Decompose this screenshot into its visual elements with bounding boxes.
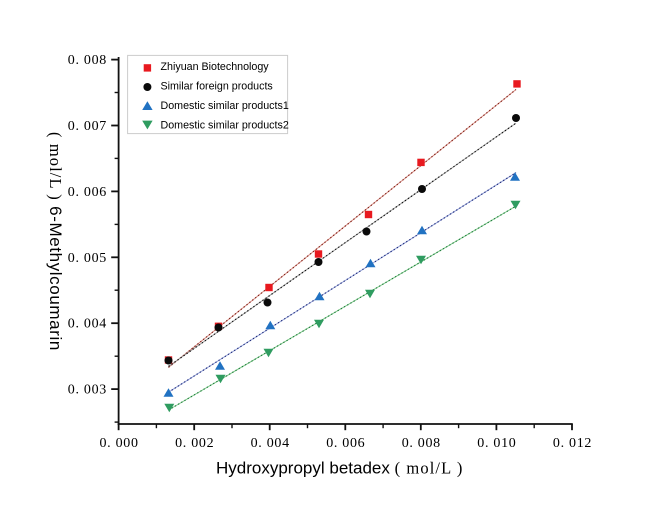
svg-text:Domestic similar products1: Domestic similar products1 [161, 100, 289, 112]
svg-text:0. 003: 0. 003 [68, 383, 107, 398]
svg-text:0. 006: 0. 006 [68, 185, 107, 200]
svg-text:0. 005: 0. 005 [68, 251, 107, 266]
svg-text:0. 008: 0. 008 [402, 436, 441, 451]
svg-text:0. 004: 0. 004 [251, 436, 290, 451]
svg-text:0. 004: 0. 004 [68, 317, 107, 332]
svg-text:0. 007: 0. 007 [68, 119, 107, 134]
svg-text:Domestic similar products2: Domestic similar products2 [161, 120, 289, 132]
svg-text:( mol/L ) 6-Methylcoumarin: ( mol/L ) 6-Methylcoumarin [46, 132, 65, 351]
svg-text:0. 010: 0. 010 [477, 436, 516, 451]
svg-text:0. 006: 0. 006 [326, 436, 365, 451]
svg-text:Zhiyuan Biotechnology: Zhiyuan Biotechnology [161, 61, 270, 73]
svg-text:0. 012: 0. 012 [553, 436, 592, 451]
svg-text:0. 008: 0. 008 [68, 53, 107, 68]
svg-text:0. 000: 0. 000 [99, 436, 138, 451]
svg-text:Hydroxypropyl betadex ( mol/L: Hydroxypropyl betadex ( mol/L ) [216, 459, 463, 478]
svg-text:0. 002: 0. 002 [175, 436, 214, 451]
svg-text:Similar foreign products: Similar foreign products [161, 81, 273, 93]
